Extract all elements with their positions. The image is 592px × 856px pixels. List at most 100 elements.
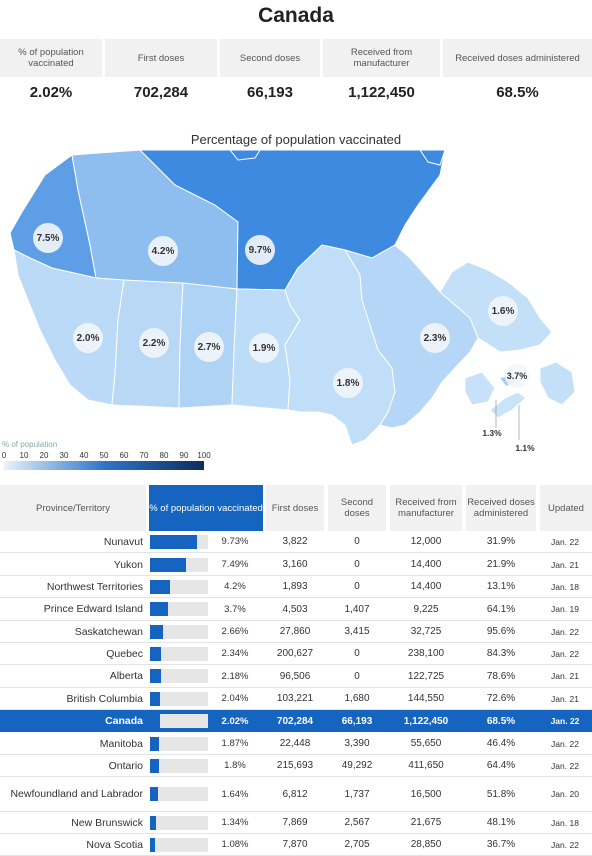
- row-first-doses: 3,822: [282, 536, 308, 547]
- row-province-name: Quebec: [106, 647, 143, 660]
- row-province-name: Canada: [105, 715, 143, 727]
- region-label-nunavut: 9.7%: [245, 235, 275, 265]
- row-pct-bar: [150, 733, 208, 754]
- table-row[interactable]: Northwest Territories 4.2% 1,893 0 14,400 13.…: [0, 576, 592, 598]
- row-administered: 21.9%: [486, 559, 516, 570]
- table-row[interactable]: British Columbia 2.04% 103,221 1,680 144,550…: [0, 688, 592, 710]
- legend-tick: 100: [197, 451, 211, 460]
- row-pct-bar: [150, 531, 208, 552]
- summary-panel: % of population vaccinated First doses S…: [0, 39, 592, 105]
- row-pct-bar: [150, 576, 208, 597]
- page-title: Canada: [258, 4, 334, 27]
- row-pct-value: 2.34%: [221, 648, 249, 659]
- table-header: Province/Territory % of population vacci…: [0, 485, 592, 531]
- col-header-pct[interactable]: % of population vaccinated: [149, 485, 263, 531]
- pct-bar-track: [150, 758, 208, 773]
- col-header-first[interactable]: First doses: [266, 485, 324, 531]
- svg-text:9.7%: 9.7%: [249, 245, 272, 256]
- region-label-manitoba: 1.9%: [249, 333, 279, 363]
- col-header-administered[interactable]: Received doses administered: [466, 485, 536, 531]
- row-pct-bar: [150, 598, 208, 620]
- row-first-doses: 22,448: [279, 738, 311, 749]
- table-row[interactable]: Prince Edward Island 3.7% 4,503 1,407 9,225 6…: [0, 598, 592, 621]
- row-second-doses: 1,407: [344, 603, 370, 615]
- row-pct-bar: [150, 710, 208, 732]
- row-administered: 13.1%: [486, 581, 516, 592]
- region-label-ontario: 1.8%: [333, 368, 363, 398]
- pct-bar-fill: [150, 714, 160, 728]
- row-updated: Jan. 22: [551, 839, 579, 850]
- row-province-name: Nova Scotia: [86, 838, 143, 851]
- row-province-name: Prince Edward Island: [43, 603, 143, 615]
- table-row[interactable]: Newfoundland and Labrador 1.64% 6,812 1,737…: [0, 777, 592, 812]
- pct-bar-track: [150, 815, 208, 830]
- row-pct-value: 1.08%: [221, 839, 249, 850]
- region-label-prince-edward-island: 3.7%: [505, 364, 529, 388]
- region-label-alberta: 2.2%: [139, 328, 169, 358]
- region-nova-scotia[interactable]: [489, 391, 527, 419]
- row-administered: 84.3%: [486, 648, 516, 659]
- legend-tick: 10: [19, 451, 29, 460]
- table-row[interactable]: Quebec 2.34% 200,627 0 238,100 84.3% Jan. 22: [0, 643, 592, 665]
- col-header-updated[interactable]: Updated: [540, 485, 592, 531]
- row-updated: Jan. 19: [551, 604, 579, 614]
- table-row[interactable]: Alberta 2.18% 96,506 0 122,725 78.6% Jan. 21: [0, 665, 592, 688]
- svg-text:3.7%: 3.7%: [507, 371, 528, 381]
- row-pct-value: 2.66%: [221, 626, 249, 637]
- pct-bar-track: [150, 714, 208, 728]
- row-province-name: Alberta: [109, 670, 143, 682]
- row-administered: 68.5%: [486, 715, 516, 727]
- col-header-received[interactable]: Received from manufacturer: [390, 485, 462, 531]
- row-first-doses: 3,160: [282, 559, 308, 570]
- row-first-doses: 27,860: [279, 626, 311, 637]
- pct-bar-track: [150, 557, 208, 572]
- row-received: 14,400: [410, 559, 442, 570]
- row-first-doses: 1,893: [282, 581, 308, 592]
- col-header-province[interactable]: Province/Territory: [0, 485, 146, 531]
- table-row[interactable]: Ontario 1.8% 215,693 49,292 411,650 64.4% Jan.…: [0, 755, 592, 777]
- pct-bar-fill: [150, 787, 158, 801]
- table-row[interactable]: Nova Scotia 1.08% 7,870 2,705 28,850 36.7% Jan…: [0, 834, 592, 856]
- row-first-doses: 6,812: [282, 788, 308, 800]
- row-province-name: Saskatchewan: [74, 625, 143, 638]
- pct-bar-fill: [150, 624, 163, 639]
- row-updated: Jan. 20: [551, 789, 579, 799]
- row-updated: Jan. 22: [551, 738, 579, 749]
- row-received: 238,100: [407, 648, 445, 659]
- row-received: 144,550: [407, 693, 445, 704]
- row-pct-value: 7.49%: [221, 559, 249, 570]
- row-second-doses: 66,193: [341, 715, 373, 727]
- row-first-doses: 215,693: [276, 760, 314, 771]
- row-received: 411,650: [408, 760, 444, 771]
- region-new-brunswick[interactable]: [464, 371, 496, 406]
- legend-tick: 50: [99, 451, 109, 460]
- row-pct-bar: [150, 834, 208, 855]
- table-row-total[interactable]: Canada 2.02% 702,284 66,193 1,122,450 68.5% Ja…: [0, 710, 592, 732]
- region-newfoundland-labrador[interactable]: [439, 261, 576, 406]
- row-province-name: Newfoundland and Labrador: [10, 788, 143, 800]
- table-row[interactable]: Yukon 7.49% 3,160 0 14,400 21.9% Jan. 21: [0, 554, 592, 576]
- row-pct-bar: [150, 812, 208, 833]
- region-label-quebec: 2.3%: [420, 323, 450, 353]
- row-pct-bar: [150, 621, 208, 642]
- table-row[interactable]: Saskatchewan 2.66% 27,860 3,415 32,725 95.6% J…: [0, 621, 592, 643]
- row-pct-bar: [150, 665, 208, 687]
- pct-bar-track: [150, 579, 208, 594]
- region-quebec[interactable]: [343, 244, 479, 429]
- svg-text:2.7%: 2.7%: [198, 342, 221, 353]
- table-row[interactable]: Manitoba 1.87% 22,448 3,390 55,650 46.4% Jan. …: [0, 733, 592, 755]
- summary-header-first: First doses: [105, 39, 217, 77]
- pct-bar-track: [150, 787, 208, 801]
- row-updated: Jan. 21: [551, 693, 579, 704]
- row-received: 12,000: [410, 536, 442, 547]
- row-received: 28,850: [410, 839, 442, 850]
- pct-bar-track: [150, 691, 208, 706]
- row-first-doses: 7,869: [282, 817, 308, 828]
- legend-tick: 0: [1, 451, 7, 460]
- row-received: 122,725: [407, 670, 445, 682]
- table-row[interactable]: Nunavut 9.73% 3,822 0 12,000 31.9% Jan. 22: [0, 531, 592, 553]
- table-row[interactable]: New Brunswick 1.34% 7,869 2,567 21,675 48.1% J…: [0, 812, 592, 834]
- row-updated: Jan. 18: [551, 817, 579, 828]
- col-header-second[interactable]: Second doses: [328, 485, 386, 531]
- row-received: 1,122,450: [403, 715, 449, 727]
